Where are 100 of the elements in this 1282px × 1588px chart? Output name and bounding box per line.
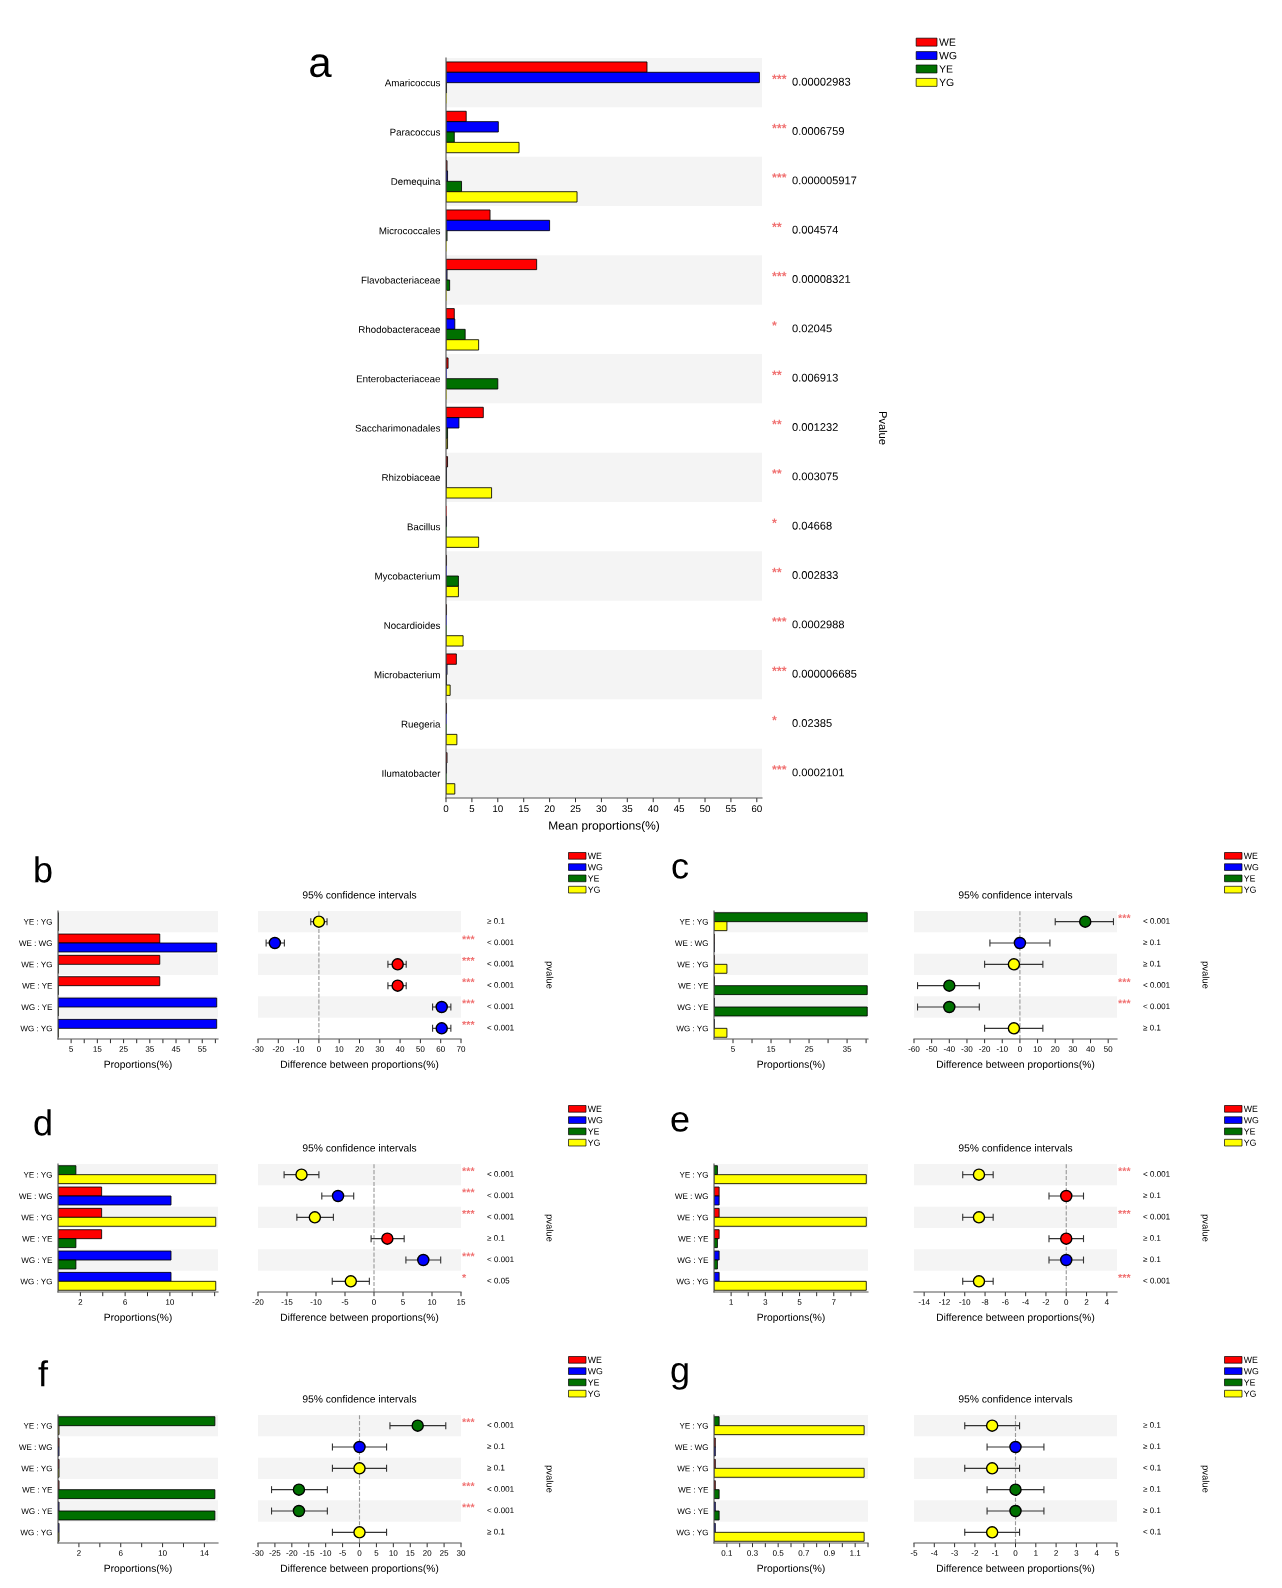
x-tick-label: 35 <box>145 1046 154 1052</box>
x-tick-label: -20 <box>286 1550 298 1556</box>
x-tick-label: -25 <box>269 1550 281 1556</box>
text: < 0.1 <box>1143 1528 1161 1535</box>
x-axis-title: Proportions(%) <box>757 1060 825 1070</box>
x-tick-label: 40 <box>1086 1046 1095 1052</box>
chart-title: e <box>671 1111 689 1132</box>
x-tick-label: -1 <box>991 1550 999 1556</box>
chart-title: 95% confidence intervals <box>958 1395 1073 1403</box>
x-tick-label: 5 <box>797 1299 802 1305</box>
text: *** < 0.001 <box>462 978 514 988</box>
x-tick-label: -30 <box>252 1046 264 1052</box>
x-tick-label: 14 <box>200 1550 209 1556</box>
x-tick-label: 0.1 <box>721 1550 733 1556</box>
y-tick-label: WG : YE <box>21 1004 53 1010</box>
legend-label: YG <box>587 1390 600 1397</box>
x-tick-label: 6 <box>118 1550 123 1556</box>
legend-label: WG <box>587 1368 603 1375</box>
y-tick-label: WE : WG <box>674 1444 708 1450</box>
legend-label: YG <box>1243 886 1256 893</box>
x-tick-label: 4 <box>1104 1299 1109 1305</box>
text: ≥ 0.1 <box>1143 1235 1161 1241</box>
x-tick-label: 30 <box>375 1046 384 1052</box>
x-tick-label: 10 <box>335 1046 344 1052</box>
text: *** < 0.001 <box>462 1482 514 1492</box>
text: ** 0.002833 <box>772 567 838 579</box>
x-axis-title: Difference between proportions(%) <box>281 1313 439 1323</box>
chart-title: 95% confidence intervals <box>958 1144 1073 1152</box>
x-tick-label: 15 <box>406 1550 415 1556</box>
text: ≥ 0.1 <box>487 918 505 924</box>
y-tick-label: YE : YG <box>23 1422 52 1429</box>
chart-title: a <box>310 54 332 78</box>
x-tick-label: -2 <box>1042 1299 1050 1305</box>
text: < 0.1 <box>1143 1464 1161 1471</box>
y-tick-label: WE : YE <box>678 1487 709 1493</box>
text: ≥ 0.1 <box>1143 1422 1161 1428</box>
y-tick-label: WG : YG <box>20 1278 52 1285</box>
x-tick-label: 2 <box>1054 1550 1058 1556</box>
x-axis-title: Proportions(%) <box>757 1564 825 1574</box>
y-tick-label: WG : YE <box>21 1257 53 1263</box>
text: * 0.02385 <box>772 715 832 727</box>
chart-title: g <box>671 1362 688 1390</box>
legend-label: YG <box>1243 1390 1256 1397</box>
y-tick-label: Rhodobacteraceae <box>359 325 441 333</box>
x-tick-label: 15 <box>93 1046 102 1052</box>
x-tick-label: 3 <box>763 1299 768 1305</box>
y-tick-label: Mycobacterium <box>375 572 440 582</box>
legend-label: WG <box>587 864 603 871</box>
x-tick-label: -50 <box>926 1046 938 1052</box>
x-tick-label: 2 <box>78 1299 83 1305</box>
x-tick-label: 0 <box>316 1046 321 1052</box>
x-tick-label: 0 <box>357 1550 362 1556</box>
x-axis-title: Proportions(%) <box>104 1060 172 1070</box>
x-tick-label: -60 <box>908 1046 920 1052</box>
legend-label: WG <box>1243 864 1259 871</box>
x-tick-label: 50 <box>416 1046 425 1052</box>
y-tick-label: Nocardioides <box>384 621 441 629</box>
x-tick-label: 2 <box>1084 1299 1089 1305</box>
text: ≥ 0.1 <box>487 1464 505 1471</box>
text: ≥ 0.1 <box>1143 1486 1161 1492</box>
x-tick-label: 5 <box>731 1046 735 1052</box>
text: * 0.04668 <box>772 518 832 530</box>
x-tick-label: -5 <box>910 1550 918 1556</box>
y-tick-label: Saccharimonadales <box>355 424 441 432</box>
x-tick-label: 30 <box>596 805 607 813</box>
x-tick-label: 1 <box>729 1299 733 1305</box>
text: * < 0.05 <box>462 1273 510 1284</box>
y-tick-label: YE : YG <box>679 1422 708 1429</box>
x-tick-label: 10 <box>389 1550 398 1556</box>
text: ≥ 0.1 <box>1143 1507 1161 1514</box>
x-tick-label: 15 <box>457 1299 466 1305</box>
y-tick-label: WG : YG <box>676 1529 708 1536</box>
x-tick-label: 5 <box>469 805 475 813</box>
legend-label: WE <box>1243 1356 1258 1363</box>
y-tick-label: WE : YG <box>21 1214 52 1221</box>
chart-title: 95% confidence intervals <box>302 1144 417 1152</box>
text: *** < 0.001 <box>462 1252 514 1263</box>
text: *** < 0.001 <box>1118 914 1170 924</box>
x-axis-title: Proportions(%) <box>757 1313 825 1323</box>
x-tick-label: 20 <box>355 1046 364 1052</box>
legend-label: WE <box>587 1356 602 1363</box>
y-tick-label: WE : YE <box>22 1487 53 1493</box>
y-tick-label: Micrococcales <box>379 227 441 235</box>
x-axis-title: Mean proportions(%) <box>549 820 660 833</box>
text: *** < 0.001 <box>462 1503 514 1514</box>
legend-label: YE <box>1243 875 1256 882</box>
x-tick-label: 3 <box>1074 1550 1079 1556</box>
x-tick-label: 1.1 <box>850 1550 861 1556</box>
text: ≥ 0.1 <box>487 1235 505 1241</box>
text: ≥ 0.1 <box>1143 1256 1161 1263</box>
text: ≥ 0.1 <box>1143 939 1161 946</box>
y-tick-label: Ilumatobacter <box>382 769 441 777</box>
y2-axis-title: Pvalue <box>879 411 888 445</box>
text: *** < 0.001 <box>1118 1167 1170 1177</box>
x-tick-label: -2 <box>971 1550 979 1556</box>
text: ≥ 0.1 <box>487 1528 505 1535</box>
text: *** 0.0006759 <box>772 123 844 135</box>
text: *** 0.00002983 <box>772 74 851 86</box>
x-tick-label: 25 <box>804 1046 814 1052</box>
x-tick-label: 20 <box>544 805 555 813</box>
